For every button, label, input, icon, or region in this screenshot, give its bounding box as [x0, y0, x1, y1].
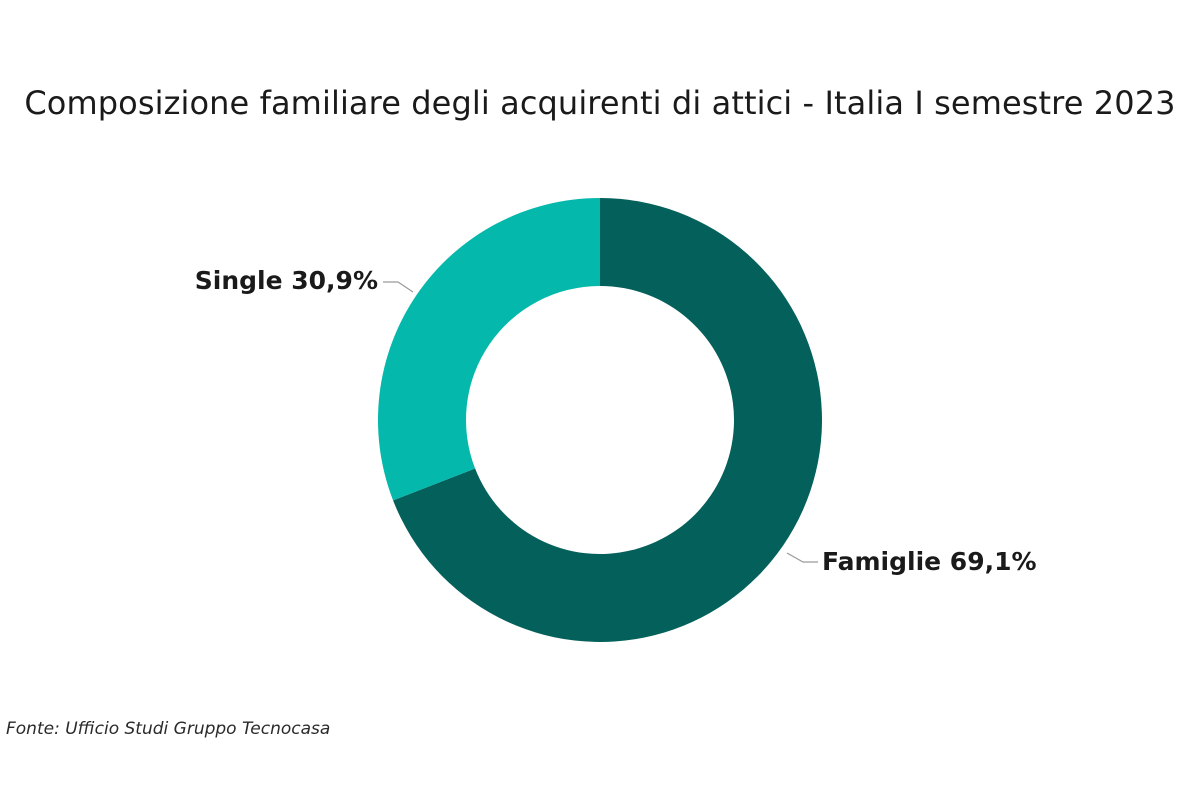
donut-slice-famiglie — [393, 198, 822, 642]
source-note: Fonte: Ufficio Studi Gruppo Tecnocasa — [6, 719, 331, 739]
slice-label-single: Single 30,9% — [195, 266, 378, 295]
leader-line-single — [383, 281, 414, 293]
donut-slice-single — [377, 198, 600, 501]
chart-title: Composizione familiare degli acquirenti … — [24, 84, 1176, 122]
leader-line-famiglie — [786, 552, 818, 563]
slice-label-famiglie: Famiglie 69,1% — [822, 547, 1037, 576]
